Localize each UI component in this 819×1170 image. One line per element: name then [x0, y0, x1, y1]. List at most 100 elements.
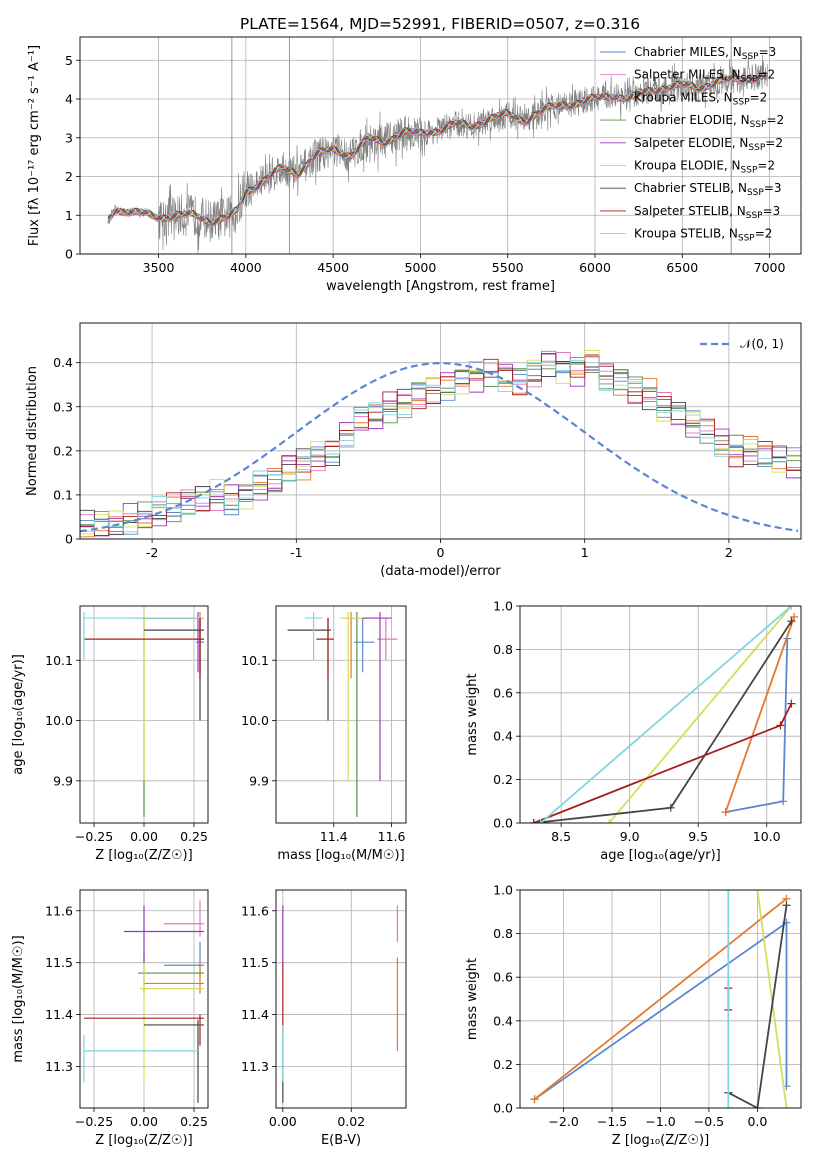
- y-tick-label: 0.3: [53, 399, 73, 414]
- plot-area: [530, 890, 791, 1108]
- axes-frame: [79, 889, 209, 1109]
- y-tick-label: 10.1: [241, 653, 269, 668]
- mass-weight-marker: [787, 617, 796, 626]
- x-tick-label: 0.25: [180, 829, 208, 844]
- y-tick-label: 9.9: [53, 773, 73, 788]
- legend-suffix: =3: [764, 181, 782, 195]
- plot-area: [529, 606, 799, 823]
- x-tick-label: -2: [146, 545, 158, 560]
- y-axis-label: Normed distribution: [25, 366, 40, 496]
- axes-frame: [79, 322, 802, 540]
- legend-label: Kroupa MILES, NSSP=2: [634, 90, 767, 107]
- age-vs-mass-panel: 11.4 11.6 9.9 10.0 10.1 mass [log₁₀(M/M☉)]: [241, 605, 407, 863]
- mass-weight-marker: [787, 699, 796, 708]
- x-tick-label: -1: [290, 545, 302, 560]
- plot-area: [80, 349, 801, 539]
- y-tick-label: 11.4: [241, 1007, 269, 1022]
- x-axis-label: wavelength [Angstrom, rest frame]: [326, 279, 555, 294]
- x-tick-label: 6500: [666, 260, 698, 275]
- x-tick-label: 6000: [579, 260, 611, 275]
- legend-suffix: =3: [763, 204, 781, 218]
- residual-histogram-panel: -2 -1 0 1 2 0 0.1 0.2 0.3 0.4 (data-model)/error No…: [25, 322, 802, 579]
- x-tick-label: 0.00: [269, 1114, 297, 1129]
- legend-subscript: SSP: [746, 211, 763, 221]
- legend-label: Kroupa ELODIE, NSSP=2: [634, 159, 775, 176]
- y-tick-label: 0.8: [493, 642, 513, 657]
- axes-frame: [275, 889, 407, 1109]
- y-tick-label: 11.5: [241, 955, 269, 970]
- y-tick-label: 4: [65, 92, 73, 107]
- mass-weight-marker: [779, 797, 788, 806]
- axes-frame: [79, 605, 209, 824]
- x-tick-label: 0.00: [130, 829, 158, 844]
- x-tick-label: 7000: [754, 260, 786, 275]
- mass-weight-marker: [530, 1095, 539, 1104]
- mass-weight-marker: [724, 890, 733, 894]
- mass-weight-marker: [790, 612, 799, 621]
- x-axis-label: (data-model)/error: [380, 564, 501, 579]
- legend-suffix: =2: [755, 227, 773, 241]
- mass-weight-marker: [666, 803, 675, 812]
- y-tick-label: 1.0: [493, 883, 513, 898]
- y-axis-label: mass weight: [465, 673, 480, 755]
- x-tick-label: −1.5: [597, 1114, 627, 1129]
- weight-vs-metallicity-panel: −2.0 −1.5 −1.0 −0.5 0.0 0.0 0.2 0.4 0.6 0.8 1.0 Z […: [465, 883, 802, 1148]
- y-tick-label: 0.6: [493, 970, 513, 985]
- legend-subscript: SSP: [742, 52, 759, 62]
- model-spectrum-line: [107, 72, 768, 225]
- x-tick-label: 11.6: [378, 829, 406, 844]
- x-axis-label: Z [log₁₀(Z/Z☉)]: [95, 1133, 192, 1148]
- plot-area: [83, 612, 204, 817]
- legend-subscript: SSP: [750, 120, 767, 130]
- x-tick-label: 4500: [317, 260, 349, 275]
- x-tick-label: 0: [437, 545, 445, 560]
- plot-area: [83, 900, 204, 1103]
- x-tick-label: 3500: [143, 260, 175, 275]
- mass-weight-line: [727, 905, 788, 1108]
- x-axis-label: age [log₁₀(age/yr)]: [600, 848, 721, 863]
- axes-frame: [519, 889, 802, 1109]
- x-tick-label: 1: [581, 545, 589, 560]
- legend-suffix: =2: [757, 68, 775, 82]
- plot-area: [287, 612, 398, 817]
- legend-subscript: SSP: [741, 166, 758, 176]
- y-axis-label: mass [log₁₀(M/M☉)]: [11, 935, 26, 1062]
- y-tick-label: 11.6: [45, 903, 73, 918]
- legend-suffix: =2: [757, 159, 775, 173]
- mass-weight-marker: [787, 606, 796, 610]
- spectrum-panel: 3500 4000 4500 5000 5500 6000 6500 7000 0 1 2 3 4 5 wa…: [27, 36, 802, 294]
- legend-subscript: SSP: [733, 97, 750, 107]
- weight-vs-age-panel: 8.5 9.0 9.5 10.0 0.0 0.2 0.4 0.6 0.8 1.0 age [log₁…: [465, 599, 802, 863]
- y-tick-label: 10.0: [45, 713, 73, 728]
- plot-area: [282, 905, 399, 1103]
- mass-weight-marker: [529, 819, 538, 823]
- x-tick-label: 9.5: [688, 829, 708, 844]
- y-tick-label: 0.2: [53, 443, 73, 458]
- legend-label: Salpeter MILES, NSSP=2: [634, 68, 775, 85]
- x-tick-label: 2: [725, 545, 733, 560]
- x-axis-label: Z [log₁₀(Z/Z☉)]: [612, 1133, 709, 1148]
- y-axis-label: mass weight: [465, 958, 480, 1040]
- gaussian-reference-curve: [80, 361, 799, 533]
- x-tick-label: −0.25: [75, 1114, 113, 1129]
- y-tick-label: 0.6: [493, 685, 513, 700]
- x-axis-label: Z [log₁₀(Z/Z☉)]: [95, 848, 192, 863]
- figure-title: PLATE=1564, MJD=52991, FIBERID=0507, z=0…: [240, 15, 640, 33]
- y-tick-label: 10.1: [45, 653, 73, 668]
- y-axis-label: age [log₁₀(age/yr)]: [11, 654, 26, 775]
- legend-subscript: SSP: [747, 188, 764, 198]
- legend-label: 𝒩(0, 1): [740, 337, 784, 351]
- y-tick-label: 1: [65, 208, 73, 223]
- y-tick-label: 11.5: [45, 955, 73, 970]
- mass-weight-marker: [753, 1104, 762, 1108]
- x-tick-label: 10.0: [753, 829, 781, 844]
- legend-label: Kroupa STELIB, NSSP=2: [634, 227, 772, 244]
- age-vs-metallicity-panel: −0.25 0.00 0.25 9.9 10.0 10.1 Z [log₁₀(Z/Z☉)] a…: [11, 605, 209, 863]
- x-tick-label: 9.0: [620, 829, 640, 844]
- x-tick-label: 5500: [492, 260, 524, 275]
- mass-weight-marker: [724, 1104, 733, 1108]
- x-tick-label: 8.5: [551, 829, 571, 844]
- y-tick-label: 10.0: [241, 713, 269, 728]
- model-spectrum-line: [107, 72, 769, 225]
- residual-histogram: [80, 356, 801, 539]
